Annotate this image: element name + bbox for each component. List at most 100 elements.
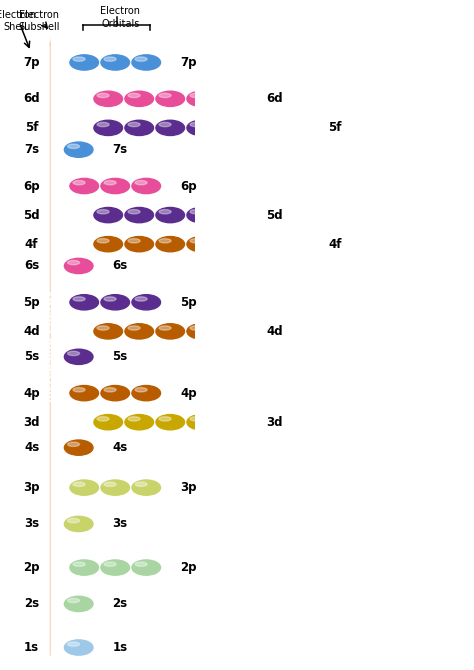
- Ellipse shape: [218, 91, 246, 107]
- Ellipse shape: [132, 295, 161, 310]
- Ellipse shape: [252, 239, 264, 243]
- Ellipse shape: [135, 180, 147, 185]
- Text: 1s: 1s: [24, 641, 39, 654]
- Text: 7p: 7p: [23, 56, 40, 69]
- Ellipse shape: [156, 120, 184, 135]
- Ellipse shape: [70, 295, 99, 310]
- Ellipse shape: [190, 239, 202, 243]
- Ellipse shape: [67, 144, 80, 149]
- Ellipse shape: [221, 93, 233, 98]
- Ellipse shape: [221, 326, 233, 330]
- Text: 2s: 2s: [24, 598, 39, 610]
- Text: 5s: 5s: [24, 350, 39, 363]
- Ellipse shape: [135, 388, 147, 392]
- Ellipse shape: [221, 210, 233, 214]
- Ellipse shape: [156, 208, 184, 222]
- Ellipse shape: [187, 324, 216, 339]
- Ellipse shape: [132, 560, 161, 575]
- Ellipse shape: [132, 480, 161, 495]
- Text: 4d: 4d: [266, 325, 283, 338]
- Text: 4s: 4s: [112, 441, 128, 454]
- Ellipse shape: [187, 208, 216, 222]
- Ellipse shape: [70, 55, 99, 70]
- Ellipse shape: [101, 560, 129, 575]
- Text: 5f: 5f: [328, 121, 341, 135]
- Text: 6d: 6d: [23, 92, 40, 105]
- Ellipse shape: [73, 297, 85, 301]
- Ellipse shape: [190, 326, 202, 330]
- Ellipse shape: [64, 440, 93, 456]
- Ellipse shape: [159, 93, 171, 98]
- Ellipse shape: [94, 91, 122, 107]
- Ellipse shape: [218, 324, 246, 339]
- Ellipse shape: [221, 239, 233, 243]
- Ellipse shape: [94, 208, 122, 222]
- Ellipse shape: [280, 120, 309, 135]
- Ellipse shape: [64, 349, 93, 364]
- Text: 1s: 1s: [112, 641, 128, 654]
- Ellipse shape: [218, 237, 246, 252]
- Ellipse shape: [104, 180, 116, 185]
- Ellipse shape: [128, 239, 140, 243]
- Ellipse shape: [67, 642, 80, 647]
- Ellipse shape: [159, 210, 171, 214]
- Ellipse shape: [128, 123, 140, 127]
- Ellipse shape: [125, 324, 154, 339]
- Ellipse shape: [104, 388, 116, 392]
- Ellipse shape: [218, 415, 246, 430]
- Text: 5s: 5s: [112, 350, 128, 363]
- Text: 3d: 3d: [266, 415, 283, 429]
- Text: 3s: 3s: [112, 517, 128, 531]
- Ellipse shape: [135, 562, 147, 566]
- Ellipse shape: [101, 480, 129, 495]
- Ellipse shape: [218, 120, 246, 135]
- Ellipse shape: [70, 480, 99, 495]
- Text: 2p: 2p: [180, 561, 197, 574]
- Ellipse shape: [94, 324, 122, 339]
- Ellipse shape: [159, 326, 171, 330]
- Ellipse shape: [101, 55, 129, 70]
- Ellipse shape: [221, 417, 233, 421]
- Ellipse shape: [249, 120, 277, 135]
- Ellipse shape: [67, 261, 80, 265]
- Ellipse shape: [97, 326, 109, 330]
- Text: 4p: 4p: [180, 387, 197, 399]
- Ellipse shape: [128, 93, 140, 98]
- Ellipse shape: [104, 57, 116, 61]
- Ellipse shape: [101, 178, 129, 194]
- Text: 5p: 5p: [23, 295, 40, 309]
- Ellipse shape: [67, 351, 80, 356]
- Ellipse shape: [67, 442, 80, 446]
- Text: 4d: 4d: [23, 325, 40, 338]
- Ellipse shape: [64, 259, 93, 273]
- Ellipse shape: [73, 388, 85, 392]
- Ellipse shape: [70, 178, 99, 194]
- Ellipse shape: [101, 295, 129, 310]
- Text: Increasing Energy: Increasing Energy: [45, 289, 55, 402]
- Ellipse shape: [97, 239, 109, 243]
- Ellipse shape: [156, 324, 184, 339]
- Ellipse shape: [221, 123, 233, 127]
- Ellipse shape: [132, 55, 161, 70]
- Text: 6p: 6p: [180, 180, 197, 192]
- Ellipse shape: [104, 562, 116, 566]
- Ellipse shape: [125, 91, 154, 107]
- Ellipse shape: [64, 142, 93, 157]
- Text: 5p: 5p: [180, 295, 197, 309]
- Text: 4s: 4s: [24, 441, 39, 454]
- Ellipse shape: [156, 91, 184, 107]
- Text: 5f: 5f: [25, 121, 38, 135]
- Ellipse shape: [252, 123, 264, 127]
- Ellipse shape: [67, 519, 80, 523]
- Text: 6p: 6p: [23, 180, 40, 192]
- Ellipse shape: [104, 482, 116, 486]
- Ellipse shape: [135, 57, 147, 61]
- Ellipse shape: [159, 417, 171, 421]
- Ellipse shape: [190, 123, 202, 127]
- Text: 2p: 2p: [23, 561, 40, 574]
- Text: 7p: 7p: [180, 56, 197, 69]
- Ellipse shape: [128, 326, 140, 330]
- Text: 4p: 4p: [23, 387, 40, 399]
- Ellipse shape: [125, 208, 154, 222]
- Ellipse shape: [135, 297, 147, 301]
